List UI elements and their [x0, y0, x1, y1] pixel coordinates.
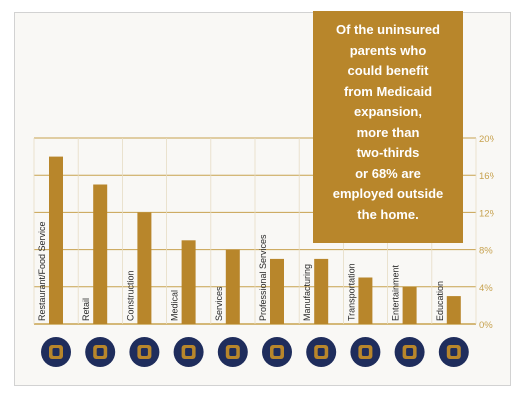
bar — [225, 249, 240, 324]
factory-hand-icon — [306, 337, 337, 367]
bar — [93, 184, 108, 324]
bar — [314, 258, 329, 324]
bar — [137, 212, 152, 324]
bar-chart: Restaurant/Food Service Retail Constructio… — [33, 134, 494, 367]
callout-line: could benefit — [347, 63, 429, 78]
medical-heart-icon — [173, 337, 204, 367]
y-tick-label: 4% — [479, 283, 493, 294]
category-label: Retail — [81, 298, 91, 321]
callout-line: or 68% are — [355, 165, 421, 181]
callout-line: two-thirds — [356, 145, 420, 160]
category-label: Construction — [125, 270, 135, 321]
briefcase-icon — [262, 337, 292, 367]
film-reel-icon — [394, 337, 425, 367]
bars — [49, 156, 461, 324]
y-tick-label: 8% — [479, 246, 493, 257]
callout-line: parents who — [349, 42, 427, 58]
bar — [358, 277, 373, 324]
service-tools-icon — [217, 337, 248, 367]
bar — [181, 240, 196, 324]
category-label: Transportation — [346, 263, 356, 321]
callout-line: from Medicaid — [343, 83, 433, 99]
utensils-icon — [41, 337, 71, 367]
scaffolding-icon — [129, 337, 160, 367]
category-label: Professional Services — [258, 234, 268, 321]
category-label: Services — [214, 286, 224, 321]
y-tick-label: 16% — [479, 171, 494, 182]
callout-line: expansion, — [354, 104, 422, 119]
callout-line: more than — [356, 124, 420, 140]
callout-line: Of the uninsured — [336, 22, 440, 37]
category-label: Entertainment — [391, 264, 401, 321]
icon-row — [41, 337, 469, 367]
category-label: Restaurant/Food Service — [37, 221, 47, 321]
callout-box: Of the uninsured parents who could benef… — [313, 11, 463, 243]
category-label: Medical — [170, 290, 180, 321]
callout-line: employed outside — [332, 186, 444, 201]
y-tick-label: 20% — [479, 134, 494, 145]
callout-line: the home. — [357, 206, 419, 222]
bar — [402, 286, 417, 324]
y-axis-ticks: 0% 4% 8% 12% 16% 20% — [479, 134, 494, 331]
book-icon — [438, 337, 469, 367]
shopping-bag-icon — [85, 337, 116, 367]
bar — [270, 258, 284, 324]
category-labels: Restaurant/Food Service Retail Constructio… — [37, 221, 445, 321]
y-tick-label: 0% — [479, 320, 493, 331]
bar — [49, 156, 63, 324]
y-tick-label: 12% — [479, 208, 494, 219]
category-label: Manufacturing — [302, 264, 312, 321]
category-label: Education — [435, 281, 445, 321]
bus-icon — [350, 337, 381, 367]
bar — [446, 296, 461, 324]
